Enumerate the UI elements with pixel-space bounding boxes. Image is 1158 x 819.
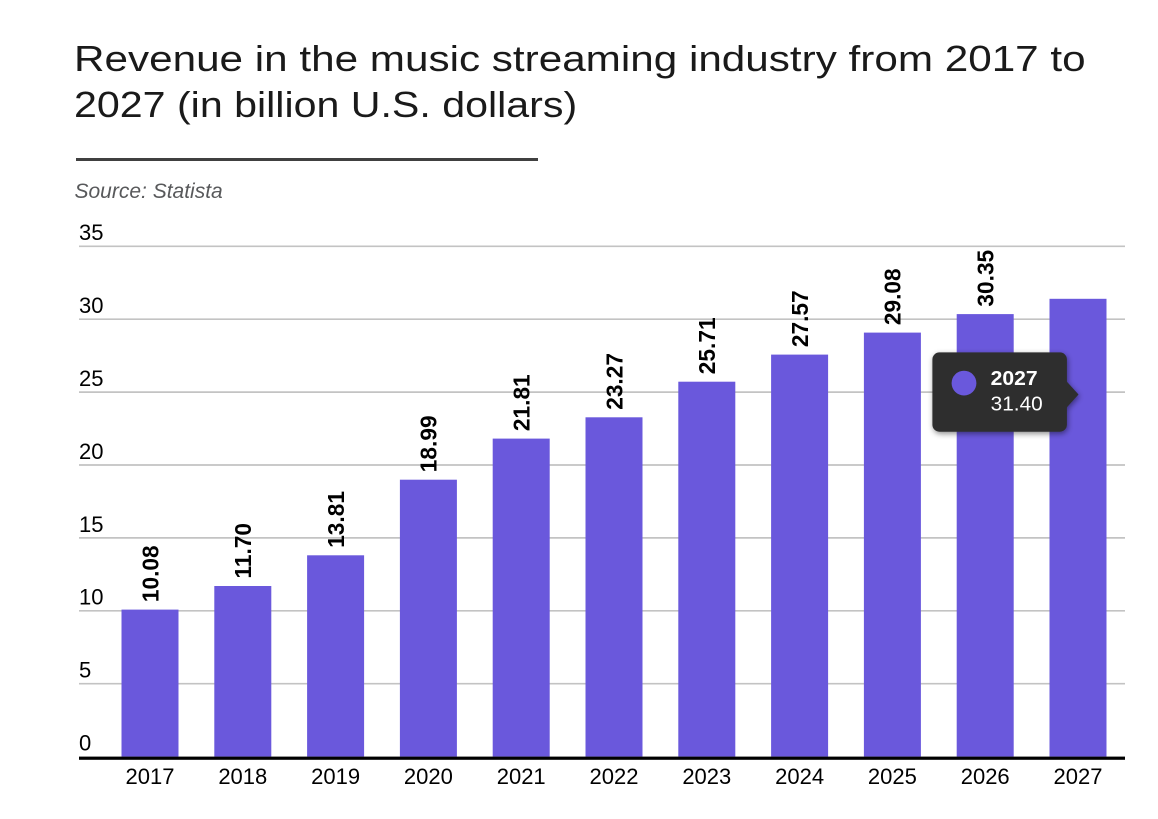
svg-text:10: 10 xyxy=(79,585,103,610)
svg-text:31.40: 31.40 xyxy=(991,394,1043,416)
svg-text:2024: 2024 xyxy=(775,764,824,789)
svg-text:2027: 2027 xyxy=(991,368,1038,390)
svg-text:25.71: 25.71 xyxy=(694,317,720,374)
svg-text:2026: 2026 xyxy=(961,764,1010,789)
svg-text:29.08: 29.08 xyxy=(880,268,906,325)
svg-text:25: 25 xyxy=(79,366,103,391)
svg-text:2027: 2027 xyxy=(1054,764,1103,789)
svg-text:2021: 2021 xyxy=(497,764,546,789)
svg-text:2022: 2022 xyxy=(590,764,639,789)
svg-text:35: 35 xyxy=(79,220,103,245)
svg-text:23.27: 23.27 xyxy=(601,353,627,410)
svg-text:21.81: 21.81 xyxy=(509,374,535,431)
svg-text:30.35: 30.35 xyxy=(973,250,999,307)
svg-text:2018: 2018 xyxy=(218,764,267,789)
svg-text:27.57: 27.57 xyxy=(787,290,813,347)
svg-text:18.99: 18.99 xyxy=(416,415,442,472)
svg-text:2019: 2019 xyxy=(311,764,360,789)
svg-text:2023: 2023 xyxy=(682,764,731,789)
svg-text:13.81: 13.81 xyxy=(323,491,349,548)
svg-text:10.08: 10.08 xyxy=(137,545,163,602)
svg-text:2020: 2020 xyxy=(404,764,453,789)
svg-text:20: 20 xyxy=(79,439,103,464)
svg-text:0: 0 xyxy=(79,731,91,756)
svg-text:15: 15 xyxy=(79,512,103,537)
svg-text:30: 30 xyxy=(79,293,103,318)
svg-text:5: 5 xyxy=(79,658,91,683)
svg-text:2025: 2025 xyxy=(868,764,917,789)
svg-text:11.70: 11.70 xyxy=(230,523,256,579)
svg-text:2017: 2017 xyxy=(126,764,175,789)
